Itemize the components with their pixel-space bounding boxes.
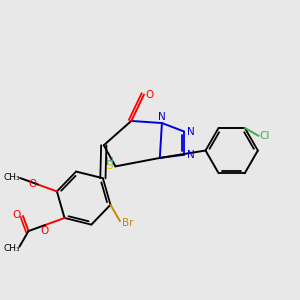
Text: N: N [158, 112, 166, 122]
Text: CH₃: CH₃ [3, 244, 20, 253]
Text: CH₃: CH₃ [3, 173, 20, 182]
Text: Br: Br [122, 218, 134, 228]
Text: O: O [146, 89, 154, 100]
Text: O: O [13, 210, 21, 220]
Text: H: H [106, 157, 114, 167]
Text: Cl: Cl [260, 131, 270, 141]
Text: N: N [187, 150, 194, 160]
Text: O: O [28, 178, 37, 189]
Text: N: N [187, 127, 194, 136]
Text: O: O [41, 226, 49, 236]
Text: S: S [107, 160, 113, 170]
